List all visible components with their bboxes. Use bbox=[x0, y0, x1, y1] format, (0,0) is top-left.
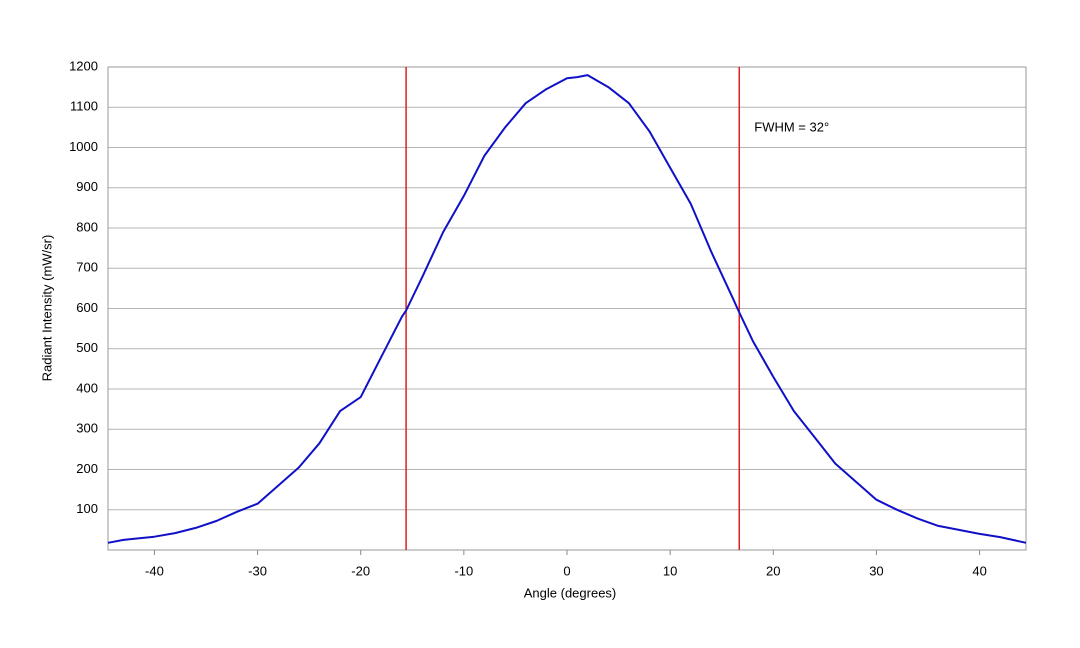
x-tick-label: 30 bbox=[869, 563, 883, 578]
x-tick-label: -40 bbox=[145, 563, 164, 578]
intensity-line bbox=[107, 74, 1027, 544]
annotation: FWHM = 32° bbox=[754, 119, 829, 134]
x-tick-label: 10 bbox=[663, 563, 677, 578]
y-tick-label: 100 bbox=[76, 501, 98, 516]
y-tick-label: 700 bbox=[76, 260, 98, 275]
x-tick-label: -30 bbox=[248, 563, 267, 578]
x-tick-label: 20 bbox=[766, 563, 780, 578]
y-tick-label: 600 bbox=[76, 300, 98, 315]
y-tick-label: 1100 bbox=[70, 99, 98, 114]
y-tick-label: 400 bbox=[76, 380, 98, 395]
y-tick-label: 300 bbox=[76, 421, 98, 436]
x-tick-label: 0 bbox=[563, 563, 570, 578]
y-tick-label: 800 bbox=[76, 219, 98, 234]
x-tick-label: 40 bbox=[972, 563, 986, 578]
y-tick-label: 1000 bbox=[69, 139, 98, 154]
x-tick-label: -10 bbox=[454, 563, 473, 578]
x-axis-label: Angle (degrees) bbox=[524, 585, 617, 600]
x-tick-label: -20 bbox=[351, 563, 370, 578]
y-tick-label: 500 bbox=[76, 340, 98, 355]
y-tick-label: 900 bbox=[76, 179, 98, 194]
y-axis-label: Radiant Intensity (mW/sr) bbox=[39, 235, 54, 382]
y-tick-label: 200 bbox=[76, 461, 98, 476]
y-tick-label: 1200 bbox=[69, 58, 98, 73]
plot-border bbox=[107, 66, 1027, 551]
